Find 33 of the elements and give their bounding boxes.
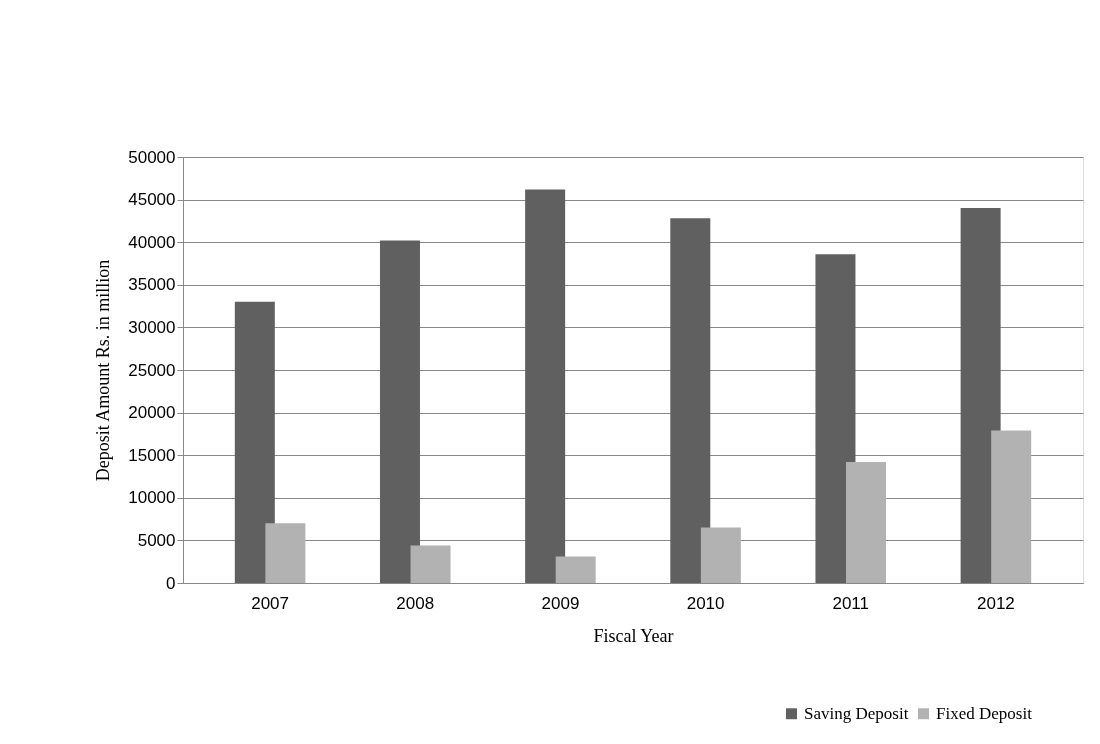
x-tick-label: 2009 (541, 593, 580, 613)
bar (234, 301, 275, 583)
y-tick-label: 15000 (128, 445, 176, 465)
x-tick-label: 2011 (832, 593, 870, 613)
x-tick-label: 2010 (686, 593, 725, 613)
bar (846, 462, 887, 583)
bar (991, 430, 1032, 583)
y-tick-label: 30000 (128, 317, 176, 337)
bar (265, 523, 306, 583)
bar (670, 218, 711, 583)
bar (525, 189, 566, 583)
bar (700, 527, 741, 583)
y-tick-label: 35000 (128, 275, 176, 295)
bar (555, 556, 596, 583)
x-tick-label: 2008 (396, 593, 435, 613)
y-tick-label: 20000 (128, 403, 176, 423)
y-tick-label: 10000 (128, 488, 176, 508)
y-tick-label: 50000 (128, 147, 176, 167)
x-axis-title: Fiscal Year (593, 625, 674, 646)
y-tick-label: 5000 (137, 530, 176, 550)
y-tick-label: 25000 (128, 360, 176, 380)
legend-label: Fixed Deposit (936, 703, 1033, 723)
x-tick-label: 2012 (976, 593, 1015, 613)
legend-label: Saving Deposit (804, 703, 909, 723)
y-tick-label: 0 (166, 573, 176, 593)
x-tick-label: 2007 (251, 593, 290, 613)
y-tick-label: 40000 (128, 232, 176, 252)
bar (379, 240, 420, 583)
y-axis-title: Deposit Amount Rs. in million (93, 259, 114, 482)
bar (815, 254, 856, 583)
bar (410, 545, 451, 583)
y-tick-label: 45000 (128, 190, 176, 210)
bar (960, 208, 1001, 583)
